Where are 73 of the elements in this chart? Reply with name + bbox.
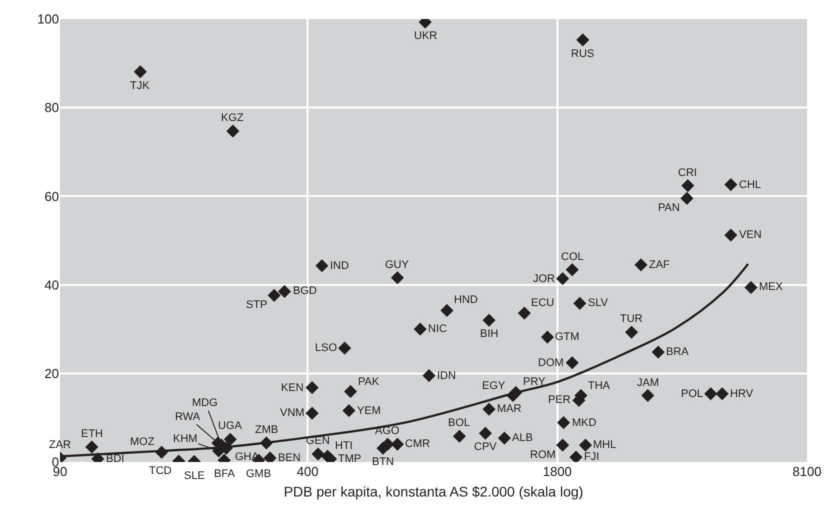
annotation: GTM	[555, 331, 580, 343]
annotation: BFA	[214, 468, 236, 480]
annotation: IND	[330, 260, 349, 272]
annotation: IDN	[437, 370, 456, 382]
annotation: STP	[246, 299, 268, 311]
annotation: ROM	[530, 449, 556, 461]
annotation: BOL	[448, 417, 470, 429]
annotation: PAN	[658, 202, 680, 214]
annotation: GUY	[385, 259, 410, 271]
annotation: BGD	[293, 285, 317, 297]
annotation: ECU	[531, 297, 554, 309]
annotation: BIH	[480, 328, 498, 340]
annotation: BDI	[106, 453, 124, 465]
annotation: ETH	[81, 428, 104, 440]
annotation: BRA	[666, 346, 690, 358]
annotation: ZMB	[255, 424, 278, 436]
annotation: VEN	[739, 229, 762, 241]
annotation: BTN	[372, 456, 394, 468]
annotation: PER	[548, 394, 571, 406]
annotation: MDG	[192, 397, 218, 409]
y-tick-label: 20	[44, 366, 59, 381]
x-axis-title: PDB per kapita, konstanta AS $2.000 (skala log)	[284, 483, 584, 500]
annotation: KGZ	[221, 112, 244, 124]
y-tick-label: 100	[37, 12, 59, 27]
annotation: PRY	[523, 376, 546, 388]
annotation: RWA	[175, 411, 201, 423]
annotation: SLV	[588, 297, 609, 309]
x-tick-label: 400	[296, 464, 318, 479]
annotation: TCD	[149, 465, 172, 477]
annotation: UKR	[414, 30, 438, 42]
annotation: CMR	[405, 438, 430, 450]
annotation: GMB	[246, 468, 272, 480]
annotation: CHL	[739, 179, 762, 191]
annotation: THA	[588, 380, 611, 392]
annotation: CPV	[474, 441, 498, 453]
annotation: ZAR	[49, 439, 72, 451]
annotation: KEN	[281, 382, 304, 394]
x-tick-label: 8100	[792, 464, 822, 479]
annotation: MEX	[759, 281, 784, 293]
annotation: ZAF	[649, 259, 670, 271]
y-tick-label: 60	[44, 188, 59, 204]
annotation: EGY	[482, 380, 506, 392]
y-tick-label: 80	[44, 100, 59, 116]
annotation: JAM	[637, 377, 659, 389]
annotation: KHM	[173, 433, 198, 445]
annotation: SLE	[184, 470, 205, 482]
annotation: MOZ	[130, 436, 155, 448]
annotation: PAK	[358, 376, 380, 388]
annotation: DOM	[538, 357, 564, 369]
annotation: CRI	[678, 167, 697, 179]
annotation: MKD	[572, 417, 596, 429]
annotation: NIC	[428, 323, 447, 335]
annotation: YEM	[357, 405, 381, 417]
annotation: JOR	[533, 273, 556, 285]
annotation: TUR	[620, 313, 643, 325]
annotation: TMP	[338, 453, 362, 465]
annotation: FJI	[584, 451, 600, 463]
annotation: UGA	[218, 420, 242, 432]
annotation: MHL	[593, 439, 616, 451]
y-tick-label: 40	[44, 277, 59, 292]
annotation: LSO	[315, 342, 338, 354]
annotation: HTI	[335, 440, 353, 452]
annotation: RUS	[571, 48, 594, 60]
annotation: TJK	[130, 80, 150, 92]
annotation: VNM	[280, 407, 304, 419]
annotation: HRV	[730, 388, 754, 400]
x-tick-label: 1800	[542, 464, 572, 479]
annotation: POL	[681, 388, 704, 400]
annotation: BEN	[278, 452, 301, 464]
annotation: MAR	[497, 403, 522, 415]
annotation: COL	[561, 251, 584, 263]
annotation: HND	[454, 294, 478, 306]
annotation: ALB	[512, 432, 533, 444]
